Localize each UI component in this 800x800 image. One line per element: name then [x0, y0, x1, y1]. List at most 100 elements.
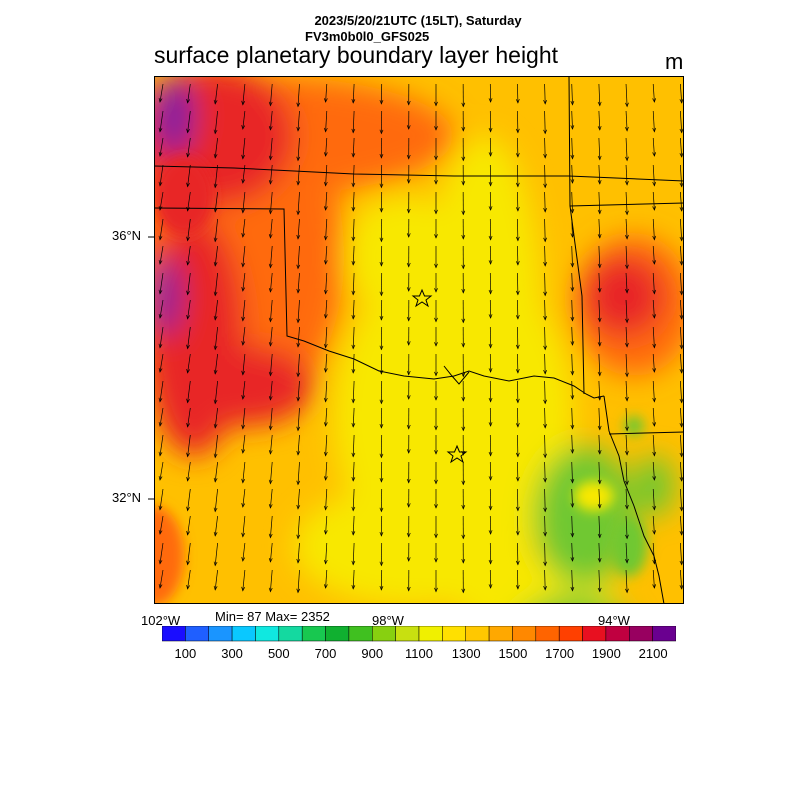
wind-vector	[323, 569, 328, 589]
wind-vector	[351, 461, 356, 482]
wind-vector	[570, 110, 575, 130]
wind-vector	[515, 137, 520, 158]
wind-vector	[268, 380, 273, 401]
wind-vector	[379, 515, 384, 537]
wind-vector	[406, 434, 411, 454]
wind-vector	[679, 299, 684, 320]
wind-vector	[323, 380, 328, 403]
wind-vector	[515, 272, 520, 296]
wind-vector	[679, 272, 684, 296]
wind-vector	[406, 137, 411, 160]
wind-vector	[570, 137, 575, 160]
wind-vector	[543, 110, 547, 135]
wind-vector	[625, 137, 629, 162]
wind-vector	[515, 110, 520, 134]
wind-vector	[296, 488, 301, 510]
wind-vector	[461, 461, 466, 486]
colorbar	[162, 626, 676, 642]
wind-vector	[296, 380, 301, 402]
wind-vector	[323, 353, 328, 373]
wind-vector	[488, 542, 493, 565]
wind-vector	[570, 299, 575, 322]
lon-label-102w: 102°W	[141, 613, 181, 628]
lat-ticks	[148, 236, 154, 500]
wind-vector	[351, 218, 356, 242]
wind-vector	[158, 488, 164, 511]
wind-vector	[186, 542, 191, 566]
wind-vector	[434, 138, 438, 161]
wind-vector	[461, 164, 466, 186]
wind-vector	[652, 83, 657, 103]
colorbar-label: 500	[267, 646, 290, 661]
colorbar-label: 1700	[545, 646, 575, 661]
wind-vector	[241, 542, 246, 562]
wind-vector	[323, 191, 328, 211]
wind-vector	[570, 164, 575, 184]
wind-vector	[488, 83, 493, 103]
wind-vector	[625, 245, 629, 270]
wind-vector	[652, 191, 657, 211]
wind-vector	[679, 191, 684, 212]
wind-vector	[488, 434, 493, 457]
wind-vector	[515, 191, 520, 212]
wind-vector	[241, 407, 246, 430]
wind-vector	[351, 488, 356, 512]
wind-vector	[543, 569, 547, 591]
wind-vector	[213, 272, 218, 297]
wind-vector	[158, 272, 164, 295]
wind-vector	[461, 515, 466, 540]
wind-vector	[186, 434, 191, 458]
wind-vector	[652, 407, 657, 427]
wind-vector	[268, 542, 273, 563]
wind-vector	[213, 110, 218, 135]
wind-vector	[434, 84, 438, 107]
wind-vector	[351, 515, 356, 536]
wind-vector	[543, 164, 547, 189]
wind-vector	[268, 272, 273, 293]
wind-vector	[679, 83, 684, 104]
wind-vector	[351, 299, 356, 320]
wind-vector	[213, 218, 218, 243]
wind-vector	[461, 569, 466, 594]
wind-vector	[570, 434, 575, 454]
wind-vector	[597, 542, 602, 563]
wind-vector	[597, 434, 602, 455]
wind-vector	[406, 461, 411, 484]
wind-vector	[434, 462, 438, 485]
wind-vector	[268, 110, 273, 131]
wind-vector	[679, 164, 684, 188]
wind-vector	[158, 515, 164, 535]
wind-vector	[488, 353, 493, 373]
wind-vector	[351, 272, 356, 296]
wind-vector	[241, 83, 246, 106]
state-boundaries	[154, 76, 684, 604]
wind-vector	[434, 165, 438, 185]
wind-vector	[625, 326, 629, 348]
wind-vector	[268, 434, 273, 455]
wind-vector	[488, 299, 493, 319]
wind-vector	[296, 542, 301, 564]
wind-vector	[213, 137, 218, 159]
wind-vector	[652, 218, 657, 241]
colorbar-label: 2100	[638, 646, 668, 661]
colorbar-label: 1900	[591, 646, 621, 661]
wind-vector	[268, 461, 273, 485]
wind-vector	[379, 299, 384, 321]
wind-vector	[515, 353, 520, 374]
wind-vector	[323, 488, 328, 511]
wind-vector	[323, 434, 328, 457]
wind-vector	[296, 299, 301, 324]
wind-vector	[543, 380, 547, 405]
wind-vector	[323, 407, 328, 427]
wind-vector	[434, 381, 438, 401]
wind-vector	[406, 83, 411, 106]
wind-vector	[461, 407, 466, 432]
field-detail-ocean-low	[574, 481, 614, 511]
wind-vector	[625, 353, 629, 378]
wind-vector	[351, 434, 356, 458]
wind-vector	[379, 83, 384, 105]
wind-vector	[158, 299, 164, 319]
wind-vector	[543, 272, 547, 297]
wind-vector	[625, 461, 629, 486]
wind-vector	[597, 488, 602, 509]
